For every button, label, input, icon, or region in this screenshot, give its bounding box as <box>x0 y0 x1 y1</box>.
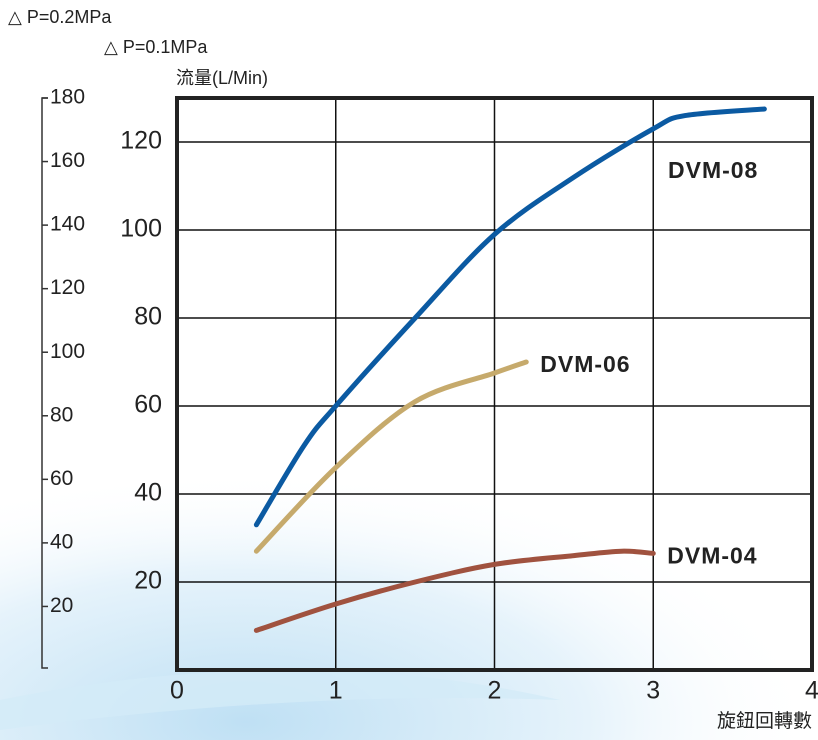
x-axis-label: 旋鈕回轉數 <box>717 710 812 732</box>
y2-tick-label: 20 <box>50 594 73 617</box>
x-tick-label: 2 <box>488 677 502 705</box>
y-tick-label: 60 <box>134 391 162 419</box>
y2-tick-label: 80 <box>50 403 73 426</box>
series-line <box>253 548 656 633</box>
y2-tick-label: 120 <box>50 276 85 299</box>
series-line <box>253 106 767 528</box>
y-tick-label: 100 <box>120 215 162 243</box>
background-wave <box>0 670 560 730</box>
y2-tick-label: 60 <box>50 467 73 490</box>
series-label: DVM-04 <box>667 542 757 568</box>
y2-axis-label: △ P=0.2MPa <box>8 7 112 27</box>
y-tick-label: 40 <box>134 479 162 507</box>
x-tick-label: 1 <box>329 677 343 705</box>
y-tick-label: 80 <box>134 303 162 331</box>
x-tick-label: 4 <box>805 677 818 705</box>
y2-tick-label: 40 <box>50 530 73 553</box>
y2-tick-label: 140 <box>50 213 85 236</box>
y-tick-label: 120 <box>120 127 162 155</box>
series-line <box>253 359 529 554</box>
y2-tick-label: 160 <box>50 149 85 172</box>
series-label: DVM-06 <box>540 351 630 377</box>
x-tick-label: 0 <box>170 677 184 705</box>
y2-tick-label: 100 <box>50 340 85 363</box>
y2-tick-label: 180 <box>50 86 85 109</box>
plot-frame <box>175 96 814 672</box>
y-axis-note: △ P=0.1MPa <box>104 37 208 57</box>
y-axis-label: 流量(L/Min) <box>176 68 268 88</box>
x-tick-label: 3 <box>646 677 660 705</box>
y-tick-label: 20 <box>134 567 162 595</box>
series-label: DVM-08 <box>668 157 758 183</box>
